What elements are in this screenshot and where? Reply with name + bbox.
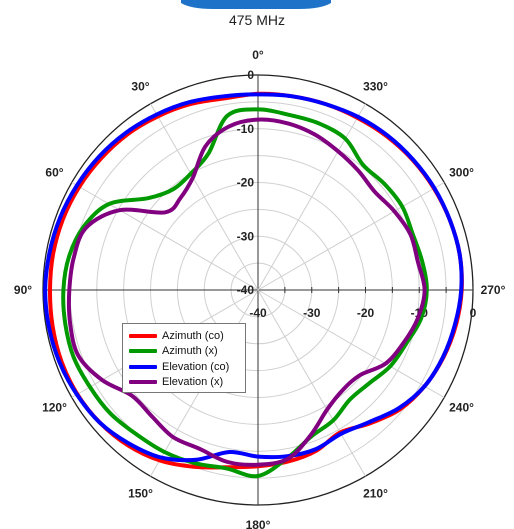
legend: Azimuth (co) Azimuth (x) Elevation (co) Ele… (122, 323, 246, 393)
series-line (61, 107, 429, 479)
spoke-line (257, 289, 366, 477)
radial-tick-label: -20 (357, 306, 375, 320)
series-line (66, 117, 427, 467)
legend-item: Azimuth (co) (129, 328, 239, 344)
legend-swatch (129, 380, 157, 385)
radial-tick-label: -10 (237, 122, 255, 136)
angle-tick-label: 120° (42, 401, 67, 415)
chart-title: 475 MHz (228, 12, 286, 28)
angle-tick-labels: 0° 30° 60° 90° 120° 150° 180° 210° 240° 270° 300° 3… (14, 48, 506, 529)
radial-tick-label: -30 (303, 306, 321, 320)
angle-spokes (43, 75, 474, 505)
angle-tick-label: 180° (246, 518, 271, 529)
radial-tick-label: 0 (247, 68, 254, 82)
legend-label: Elevation (x) (162, 376, 224, 389)
radial-tick-label: 0 (470, 306, 477, 320)
spoke-line (257, 289, 445, 398)
radial-tick-label: -40 (237, 283, 255, 297)
series-line (43, 92, 464, 463)
angle-tick-label: 300° (449, 166, 474, 180)
series-line (47, 91, 464, 470)
angle-tick-label: 240° (449, 401, 474, 415)
series-lines (43, 91, 464, 479)
spoke-line (150, 103, 259, 291)
angle-tick-label: 90° (14, 283, 32, 297)
spoke-line (257, 182, 445, 291)
angle-tick-label: 0° (252, 48, 264, 62)
legend-swatch (129, 364, 157, 369)
legend-item: Azimuth (x) (129, 344, 239, 360)
legend-item: Elevation (x) (129, 375, 239, 391)
radial-tick-label: -20 (237, 176, 255, 190)
radial-tick-label: -30 (237, 229, 255, 243)
angle-tick-label: 30° (131, 79, 149, 93)
angle-tick-label: 150° (128, 487, 153, 501)
angle-tick-label: 60° (45, 166, 63, 180)
angle-tick-label: 270° (481, 283, 506, 297)
angle-tick-label: 330° (363, 79, 388, 93)
legend-item: Elevation (co) (129, 359, 239, 375)
top-banner-graphic (181, 0, 331, 9)
legend-label: Elevation (co) (162, 360, 230, 373)
legend-swatch (129, 333, 157, 338)
spoke-line (257, 103, 366, 291)
angle-tick-label: 210° (363, 487, 388, 501)
spoke-line (71, 182, 259, 291)
legend-swatch (129, 349, 157, 354)
radial-tick-label: -40 (249, 306, 267, 320)
legend-label: Azimuth (co) (162, 329, 224, 342)
legend-label: Azimuth (x) (162, 345, 218, 358)
